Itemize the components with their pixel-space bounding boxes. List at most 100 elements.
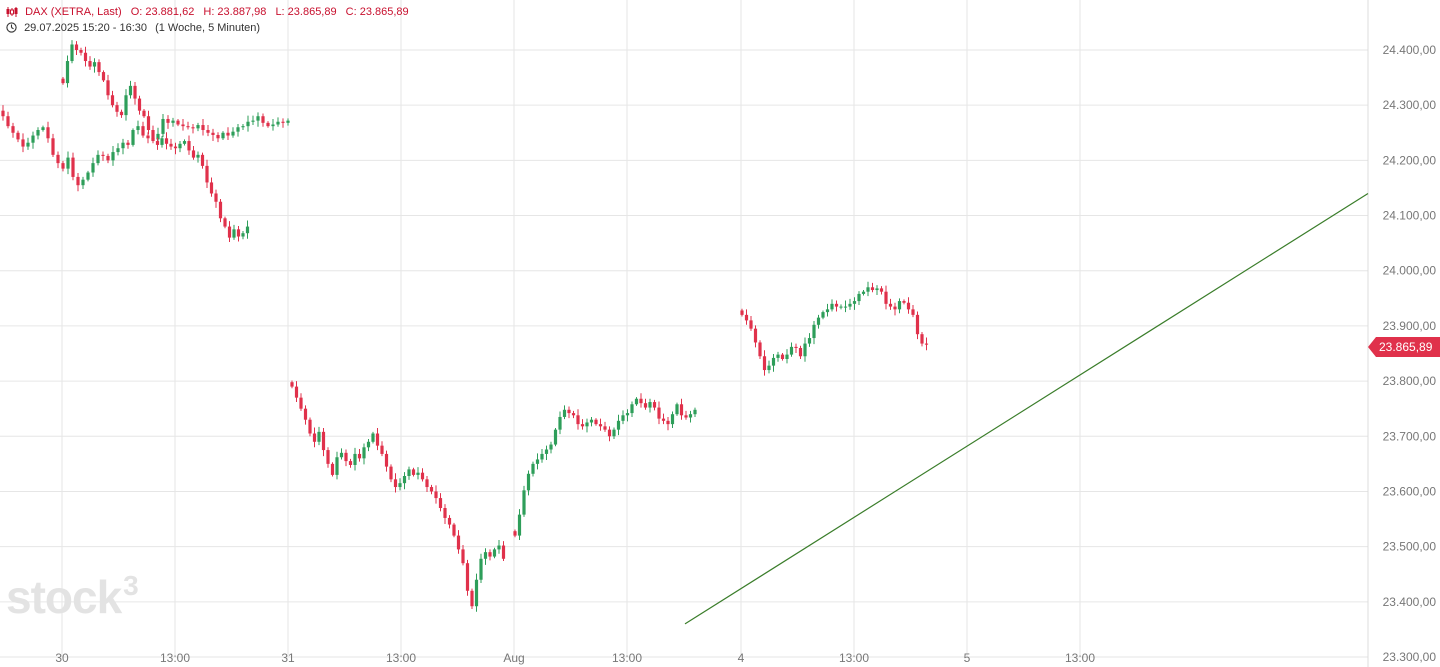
x-tick-label: 30 bbox=[55, 651, 69, 665]
candle-body bbox=[61, 163, 65, 169]
candle-body bbox=[688, 414, 693, 418]
candle-body bbox=[79, 50, 83, 53]
candle-body bbox=[218, 201, 223, 219]
candle-body bbox=[884, 291, 888, 304]
candle-body bbox=[402, 476, 407, 484]
candle-body bbox=[879, 288, 884, 292]
candle-body bbox=[544, 449, 549, 454]
candle-body bbox=[83, 52, 88, 62]
candle-body bbox=[187, 141, 191, 151]
candle-body bbox=[86, 172, 90, 180]
x-tick-label: 13:00 bbox=[1065, 651, 1095, 665]
candle-body bbox=[657, 407, 661, 419]
candle-body bbox=[357, 453, 362, 459]
trendline-layer bbox=[684, 192, 1369, 625]
candlestick-icon bbox=[6, 7, 18, 20]
candle-body bbox=[61, 78, 65, 84]
candle-body bbox=[91, 163, 95, 173]
candle-body bbox=[128, 85, 133, 96]
candle-body bbox=[236, 229, 241, 237]
y-tick-label: 24.200,00 bbox=[1383, 153, 1437, 167]
candle-body bbox=[137, 98, 142, 111]
y-tick-label: 23.800,00 bbox=[1383, 374, 1437, 388]
candle-body bbox=[425, 479, 429, 488]
candle-body bbox=[115, 105, 119, 112]
candle-body bbox=[384, 453, 389, 467]
stock3-logo: stock3 bbox=[6, 570, 139, 624]
candle-body bbox=[326, 450, 330, 464]
instrument-title: DAX (XETRA, Last) bbox=[25, 6, 122, 18]
candle-body bbox=[191, 150, 196, 158]
candle-body bbox=[616, 420, 621, 430]
candle-body bbox=[1, 110, 5, 117]
high-value: H: 23.887,98 bbox=[203, 6, 267, 18]
candle-body bbox=[211, 132, 215, 135]
last-price-tag: 23.865,89 bbox=[1368, 337, 1440, 357]
candle-body bbox=[271, 124, 275, 127]
y-tick-label: 23.500,00 bbox=[1383, 540, 1437, 554]
candle-body bbox=[438, 498, 443, 509]
candle-body bbox=[807, 338, 812, 344]
candle-body bbox=[71, 157, 75, 177]
candle-body bbox=[146, 135, 150, 139]
candle-body bbox=[540, 453, 544, 460]
candle-body bbox=[281, 121, 285, 123]
candle-body bbox=[142, 110, 146, 117]
candle-body bbox=[607, 429, 612, 437]
candle-body bbox=[861, 291, 866, 294]
candle-body bbox=[794, 346, 798, 348]
candle-body bbox=[231, 131, 235, 136]
candle-body bbox=[816, 317, 821, 325]
candle-body bbox=[785, 354, 789, 360]
candle-body bbox=[92, 62, 97, 67]
candle-body bbox=[585, 422, 589, 427]
candle-body bbox=[488, 552, 492, 557]
candle-body bbox=[531, 463, 535, 474]
candle-body bbox=[407, 469, 411, 477]
candle-body bbox=[621, 415, 625, 421]
y-tick-label: 24.100,00 bbox=[1383, 209, 1437, 223]
candle-body bbox=[866, 287, 870, 292]
candle-body bbox=[65, 61, 70, 84]
candle-body bbox=[171, 120, 175, 123]
candle-body bbox=[562, 409, 567, 417]
candle-body bbox=[535, 459, 540, 464]
chart-grid bbox=[0, 0, 1369, 667]
candle-body bbox=[380, 445, 384, 454]
candle-body bbox=[335, 457, 339, 475]
candle-body bbox=[452, 524, 456, 536]
candle-body bbox=[875, 288, 879, 291]
x-tick-label: 13:00 bbox=[160, 651, 190, 665]
x-tick-label: 5 bbox=[964, 651, 971, 665]
candle-body bbox=[96, 154, 100, 164]
y-tick-label: 24.400,00 bbox=[1383, 43, 1437, 57]
candle-body bbox=[227, 226, 232, 238]
y-tick-label: 23.400,00 bbox=[1383, 595, 1437, 609]
candle-body bbox=[492, 549, 497, 557]
candle-body bbox=[798, 347, 803, 357]
candle-body bbox=[178, 143, 182, 149]
candle-body bbox=[497, 545, 501, 550]
candle-body bbox=[371, 433, 375, 442]
candle-body bbox=[416, 472, 420, 475]
candle-body bbox=[920, 334, 924, 344]
candle-body bbox=[553, 429, 558, 445]
x-tick-label: 13:00 bbox=[386, 651, 416, 665]
candle-body bbox=[366, 441, 371, 448]
y-tick-label: 24.300,00 bbox=[1383, 98, 1437, 112]
candle-body bbox=[74, 44, 79, 50]
candle-body bbox=[834, 303, 839, 307]
candle-body bbox=[76, 176, 80, 186]
y-tick-label: 23.900,00 bbox=[1383, 319, 1437, 333]
candle-body bbox=[594, 419, 598, 425]
candle-body bbox=[216, 134, 220, 139]
candle-body bbox=[266, 122, 270, 127]
candle-body bbox=[483, 552, 488, 559]
candle-body bbox=[897, 301, 902, 310]
candle-body bbox=[625, 413, 630, 416]
candle-body bbox=[173, 146, 178, 149]
candle-body bbox=[675, 404, 679, 415]
y-tick-label: 23.300,00 bbox=[1383, 650, 1437, 664]
candle-body bbox=[461, 549, 465, 564]
